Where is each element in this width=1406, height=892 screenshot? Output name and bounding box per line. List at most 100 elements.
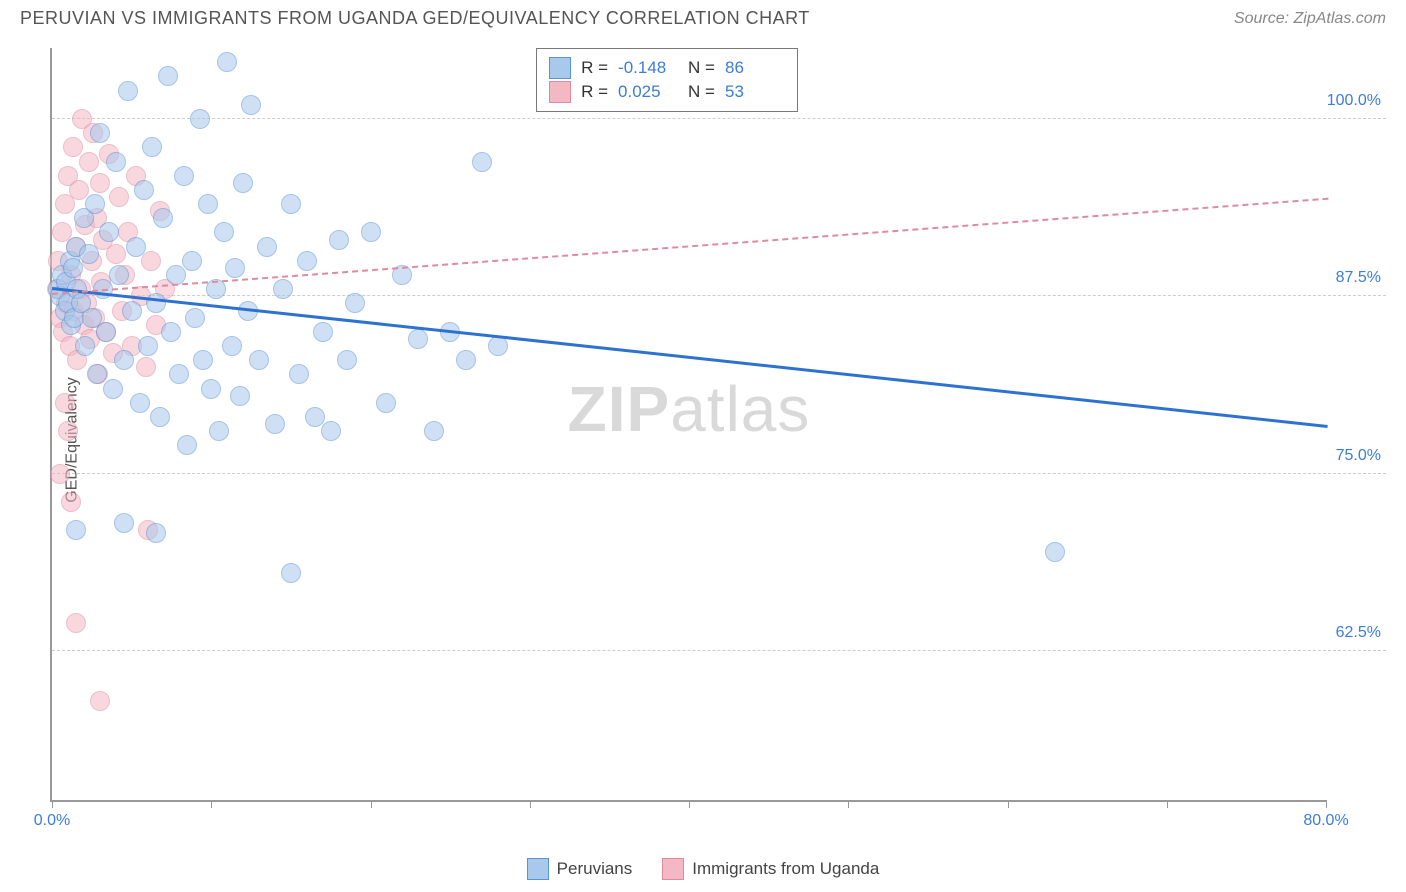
x-tick — [211, 800, 212, 808]
source-attribution: Source: ZipAtlas.com — [1234, 10, 1386, 28]
data-point — [153, 208, 173, 228]
data-point — [217, 52, 237, 72]
data-point — [281, 563, 301, 583]
watermark-bold: ZIP — [568, 373, 671, 445]
data-point — [209, 421, 229, 441]
data-point — [146, 523, 166, 543]
data-point — [79, 244, 99, 264]
x-tick — [848, 800, 849, 808]
data-point — [161, 322, 181, 342]
x-tick — [371, 800, 372, 808]
correlation-legend: R =-0.148N =86R =0.025N =53 — [536, 48, 798, 112]
data-point — [90, 691, 110, 711]
data-point — [249, 350, 269, 370]
data-point — [114, 350, 134, 370]
legend-row: R =-0.148N =86 — [549, 57, 785, 79]
series-legend: Peruvians Immigrants from Uganda — [0, 858, 1406, 880]
data-point — [142, 137, 162, 157]
data-point — [96, 322, 116, 342]
data-point — [230, 386, 250, 406]
legend-label: Peruvians — [557, 859, 633, 879]
data-point — [122, 301, 142, 321]
data-point — [79, 152, 99, 172]
data-point — [55, 393, 75, 413]
legend-row: R =0.025N =53 — [549, 81, 785, 103]
data-point — [337, 350, 357, 370]
data-point — [106, 244, 126, 264]
data-point — [87, 364, 107, 384]
data-point — [174, 166, 194, 186]
x-tick — [1167, 800, 1168, 808]
data-point — [66, 613, 86, 633]
data-point — [201, 379, 221, 399]
trend-line — [52, 287, 1328, 428]
data-point — [134, 180, 154, 200]
data-point — [169, 364, 189, 384]
legend-item: Peruvians — [527, 858, 633, 880]
y-tick-label: 75.0% — [1336, 447, 1381, 465]
x-tick — [52, 800, 53, 808]
data-point — [424, 421, 444, 441]
data-point — [75, 336, 95, 356]
data-point — [214, 222, 234, 242]
data-point — [146, 293, 166, 313]
x-tick — [1326, 800, 1327, 808]
legend-label: Immigrants from Uganda — [692, 859, 879, 879]
data-point — [118, 81, 138, 101]
n-label: N = — [688, 58, 715, 78]
legend-swatch — [662, 858, 684, 880]
data-point — [361, 222, 381, 242]
r-value: 0.025 — [618, 82, 678, 102]
gridline — [52, 473, 1386, 474]
data-point — [114, 513, 134, 533]
data-point — [69, 180, 89, 200]
watermark: ZIPatlas — [568, 372, 811, 446]
data-point — [106, 152, 126, 172]
data-point — [321, 421, 341, 441]
data-point — [136, 357, 156, 377]
data-point — [126, 237, 146, 257]
data-point — [281, 194, 301, 214]
data-point — [225, 258, 245, 278]
data-point — [376, 393, 396, 413]
data-point — [182, 251, 202, 271]
data-point — [177, 435, 197, 455]
data-point — [90, 173, 110, 193]
gridline — [52, 118, 1386, 119]
data-point — [345, 293, 365, 313]
data-point — [289, 364, 309, 384]
watermark-rest: atlas — [670, 373, 810, 445]
legend-item: Immigrants from Uganda — [662, 858, 879, 880]
data-point — [190, 109, 210, 129]
data-point — [329, 230, 349, 250]
legend-swatch — [549, 81, 571, 103]
data-point — [66, 520, 86, 540]
data-point — [193, 350, 213, 370]
data-point — [58, 421, 78, 441]
data-point — [63, 137, 83, 157]
data-point — [158, 66, 178, 86]
r-label: R = — [581, 58, 608, 78]
data-point — [257, 237, 277, 257]
data-point — [222, 336, 242, 356]
data-point — [109, 187, 129, 207]
data-point — [85, 194, 105, 214]
gridline — [52, 295, 1386, 296]
chart-container: GED/Equivalency ZIPatlas R =-0.148N =86R… — [50, 48, 1386, 832]
data-point — [472, 152, 492, 172]
data-point — [297, 251, 317, 271]
data-point — [141, 251, 161, 271]
plot-area: ZIPatlas R =-0.148N =86R =0.025N =53 62.… — [50, 48, 1326, 802]
data-point — [138, 336, 158, 356]
trend-line — [52, 197, 1328, 294]
n-value: 86 — [725, 58, 785, 78]
y-tick-label: 62.5% — [1336, 624, 1381, 642]
n-value: 53 — [725, 82, 785, 102]
data-point — [150, 407, 170, 427]
data-point — [103, 379, 123, 399]
data-point — [1045, 542, 1065, 562]
data-point — [305, 407, 325, 427]
data-point — [313, 322, 333, 342]
data-point — [50, 464, 70, 484]
data-point — [185, 308, 205, 328]
